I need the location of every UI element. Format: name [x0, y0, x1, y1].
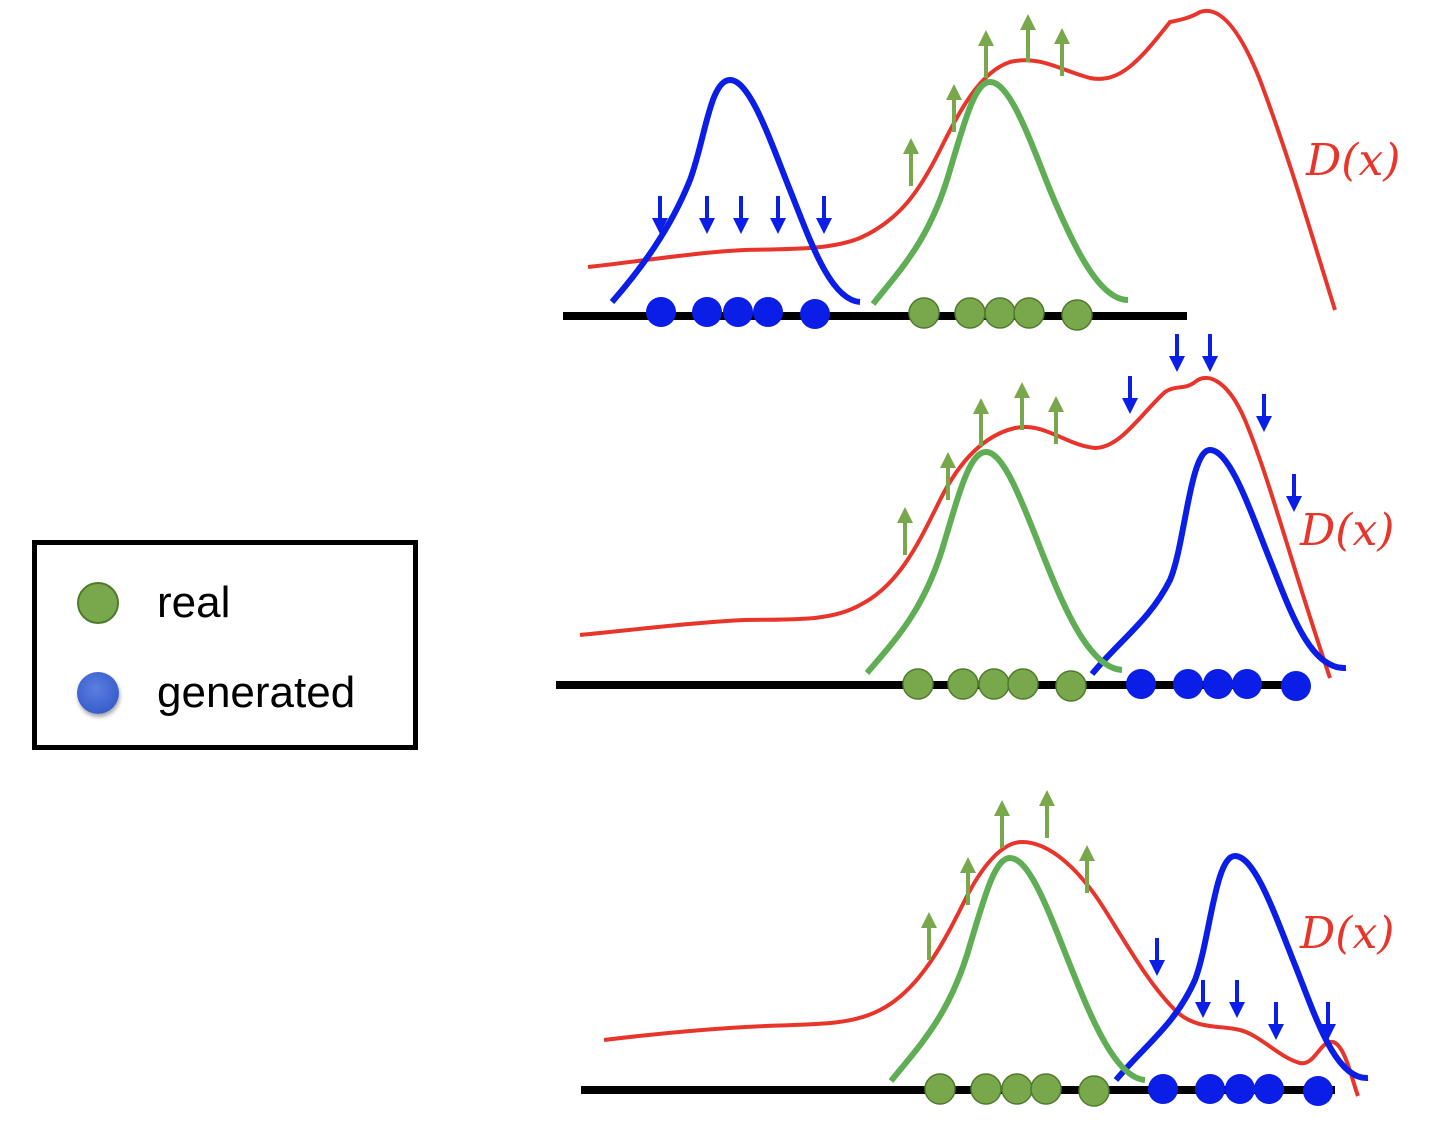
generated-points: [1148, 1074, 1333, 1106]
real-point: [1030, 1073, 1062, 1105]
real-point: [902, 668, 934, 700]
discriminator-label: D(x): [1305, 135, 1400, 186]
generated-point: [692, 297, 722, 327]
real-density-curve: [870, 78, 1129, 306]
real-point: [1055, 670, 1087, 702]
discriminator-label: D(x): [1299, 908, 1394, 959]
generated-density-curve: [609, 76, 861, 305]
real-point: [908, 297, 940, 329]
generated-point: [800, 299, 830, 329]
generated-point: [1281, 671, 1311, 701]
generated-point: [1173, 669, 1203, 699]
generated-points: [646, 297, 830, 329]
real-marker-icon: [77, 582, 119, 624]
real-point: [978, 668, 1010, 700]
real-points: [902, 668, 1087, 702]
real-gradient-arrows: [921, 790, 1095, 960]
real-point: [954, 297, 986, 329]
generated-marker-icon: [77, 672, 119, 714]
generated-point: [646, 297, 676, 327]
legend-item-generated: generated: [77, 671, 355, 715]
generated-point: [1303, 1076, 1333, 1106]
real-point: [984, 297, 1016, 329]
legend-label: real: [157, 578, 231, 627]
real-density-curve: [864, 448, 1123, 675]
real-point: [947, 668, 979, 700]
legend: real generated: [32, 540, 418, 750]
generated-point: [1195, 1074, 1225, 1104]
generated-points: [1126, 669, 1311, 701]
real-density-curve: [888, 854, 1146, 1083]
generated-point: [1254, 1074, 1284, 1104]
discriminator-label: D(x): [1299, 505, 1394, 556]
panel-2: D(x): [556, 334, 1394, 702]
generated-gradient-arrows: [652, 196, 832, 234]
generated-point: [1232, 669, 1262, 699]
real-points: [908, 297, 1093, 331]
generated-point: [753, 297, 783, 327]
legend-label: generated: [157, 668, 356, 717]
real-point: [924, 1073, 956, 1105]
generated-point: [1126, 669, 1156, 699]
real-point: [1013, 297, 1045, 329]
real-point: [1007, 668, 1039, 700]
real-point: [1001, 1073, 1033, 1105]
generated-point: [1148, 1074, 1178, 1104]
real-gradient-arrows: [897, 382, 1064, 555]
real-points: [924, 1073, 1110, 1107]
generated-gradient-arrows: [1122, 334, 1302, 512]
discriminator-curve: [579, 375, 1332, 679]
panel-3: D(x): [581, 790, 1394, 1107]
generated-point: [1225, 1074, 1255, 1104]
generated-density-curve: [1089, 446, 1347, 676]
real-point: [1061, 299, 1093, 331]
generated-gradient-arrows: [1149, 938, 1336, 1040]
real-point: [1078, 1075, 1110, 1107]
panel-1: D(x): [563, 8, 1400, 331]
discriminator-curve: [587, 8, 1337, 311]
discriminator-curve: [603, 839, 1360, 1097]
generated-density-curve: [1113, 852, 1369, 1082]
real-point: [970, 1073, 1002, 1105]
legend-item-real: real: [77, 581, 230, 625]
generated-point: [723, 297, 753, 327]
generated-point: [1203, 669, 1233, 699]
real-gradient-arrows: [903, 14, 1070, 186]
